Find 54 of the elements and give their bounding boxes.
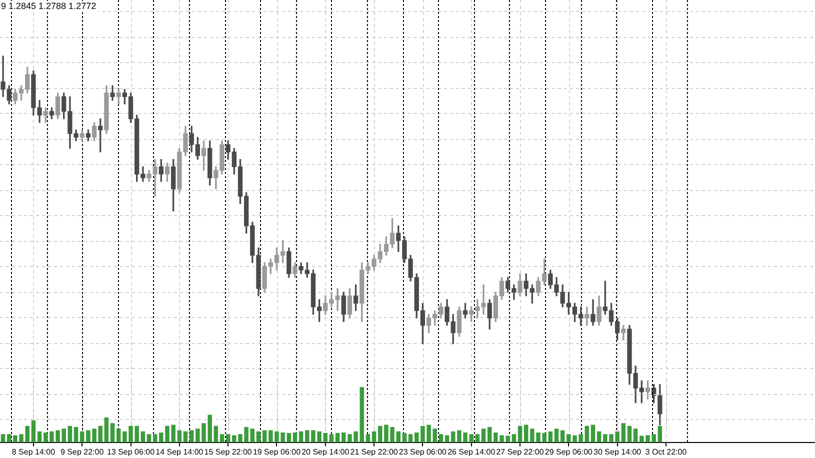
bar [250, 428, 255, 442]
bar [152, 434, 158, 442]
bar [408, 434, 413, 442]
bar [627, 426, 632, 442]
bar [633, 428, 638, 442]
bar [0, 434, 6, 442]
bar [323, 433, 328, 442]
x-tick-label: 20 Sep 14:00 [302, 447, 350, 456]
bar [329, 434, 334, 442]
bar [286, 433, 292, 442]
bar [518, 426, 522, 442]
x-tick-label: 15 Sep 22:00 [204, 447, 252, 456]
bar [226, 434, 230, 442]
bar [366, 434, 370, 442]
bar [402, 433, 407, 442]
bar [110, 423, 115, 442]
x-tick-label: 3 Oct 22:00 [645, 447, 688, 456]
x-tick-label: 21 Sep 22:00 [350, 447, 398, 456]
bar [524, 424, 528, 442]
bar [621, 423, 626, 442]
x-tick-label: 13 Sep 06:00 [106, 447, 156, 456]
x-tick-label: 19 Sep 06:00 [252, 447, 302, 456]
bar [475, 434, 480, 442]
bar [584, 426, 590, 442]
bar [43, 432, 48, 442]
bar [31, 420, 36, 442]
bar [658, 426, 662, 442]
bar [487, 426, 492, 442]
candlestick [584, 306, 590, 326]
x-tick-label: 14 Sep 14:00 [156, 447, 204, 456]
x-tick-label: 29 Sep 06:00 [544, 447, 594, 456]
bar [220, 434, 224, 442]
bar [444, 435, 450, 442]
bar [146, 434, 152, 442]
bar [335, 433, 340, 442]
bar [481, 428, 486, 442]
bar [512, 434, 516, 442]
bar [590, 424, 596, 442]
x-tick-label: 23 Sep 06:00 [398, 447, 448, 456]
bar [116, 428, 121, 442]
text: 9 1.2845 1.2788 1.2772 [1, 0, 96, 11]
x-tick-label: 26 Sep 14:00 [448, 447, 496, 456]
x-tick-label: 8 Sep 14:00 [12, 447, 56, 456]
x-tick-label: 27 Sep 22:00 [496, 447, 544, 456]
bar [360, 387, 364, 442]
x-tick-label: 9 Sep 22:00 [60, 447, 104, 456]
bar [68, 426, 72, 442]
bar [104, 418, 109, 442]
bar [214, 426, 218, 442]
bar [554, 428, 559, 442]
x-tick-label: 30 Sep 14:00 [594, 447, 642, 456]
bar [292, 432, 298, 442]
bar [438, 434, 444, 442]
bar [74, 426, 78, 442]
